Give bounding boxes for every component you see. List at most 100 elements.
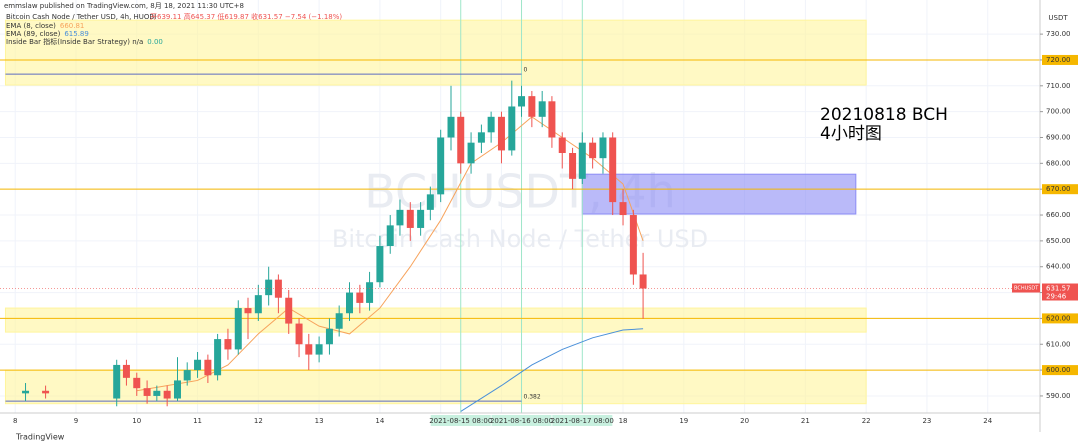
candle-body (426, 194, 434, 210)
indicator-name: Inside Bar 指标(Inside Bar Strategy) n/a (6, 37, 143, 46)
time-label-bg (491, 415, 552, 426)
indicator-value: 0.00 (147, 38, 163, 46)
price-label: 620.00 (1046, 314, 1071, 322)
watermark-sub: Bitcoin Cash Node / Tether USD (332, 225, 708, 253)
currency: USDT (1048, 14, 1068, 22)
indicator-name: EMA (8, close) (6, 22, 56, 30)
candle-body (396, 209, 404, 226)
x-tick-label: 20 (740, 417, 749, 425)
countdown: 29:46 (1046, 293, 1067, 301)
candle-body (113, 364, 121, 399)
y-tick-label: 730.00 (1046, 30, 1071, 38)
ohlc: 开639.11 高645.37 低619.87 收631.57 −7.54 (−… (150, 12, 342, 21)
price-label: 720.00 (1046, 56, 1071, 64)
candle-body (346, 292, 354, 314)
candle-body (133, 377, 141, 389)
candle-body (22, 390, 30, 394)
candle-body (528, 96, 536, 117)
candle-body (305, 344, 313, 355)
candle-body (609, 137, 617, 203)
candle-body (335, 313, 343, 329)
candle-body (285, 297, 293, 324)
symbol-title: Bitcoin Cash Node / Tether USD, 4h, HUOB… (6, 13, 156, 21)
current-price-bg (1042, 283, 1078, 301)
candle-body (578, 142, 586, 179)
candle-body (386, 225, 394, 247)
candle-body (558, 137, 566, 154)
indicator-value: 660.81 (60, 22, 85, 30)
candle-body (325, 328, 333, 345)
ema-line (136, 116, 644, 392)
y-tick-label: 710.00 (1046, 82, 1071, 90)
indicator-name: EMA (89, close) (6, 30, 61, 38)
x-tick-label: 9 (74, 417, 78, 425)
time-label: 2021-08-15 08:00 (429, 417, 492, 425)
x-tick-label: 10 (132, 417, 141, 425)
candle-body (508, 106, 516, 151)
candle-body (619, 202, 627, 216)
candle-body (569, 153, 577, 179)
candle-body (356, 292, 364, 303)
price-label-bg (1042, 365, 1078, 376)
current-symbol: BCHUSDT (1014, 286, 1039, 292)
time-label: 2021-08-16 08:00 (490, 417, 553, 425)
candle-body (366, 282, 374, 303)
x-tick-label: 22 (862, 417, 871, 425)
annotation: 20210818 BCH (820, 105, 948, 125)
current-price: 631.57 (1046, 285, 1071, 293)
x-tick-label: 23 (922, 417, 931, 425)
time-label-bg (552, 415, 613, 426)
candle-body (315, 344, 323, 355)
x-tick-label: 14 (375, 417, 384, 425)
y-tick-label: 650.00 (1046, 237, 1071, 245)
price-label: 670.00 (1046, 185, 1071, 193)
x-tick-label: 11 (193, 417, 202, 425)
candle-body (173, 380, 181, 399)
x-tick-label: 13 (315, 417, 324, 425)
candle-body (639, 274, 647, 289)
candle-body (295, 323, 303, 345)
candle-body (629, 215, 637, 275)
time-label: 2021-08-17 08:00 (551, 417, 614, 425)
candle-body (497, 116, 505, 151)
candle-body (244, 308, 252, 314)
x-tick-label: 12 (254, 417, 263, 425)
zone (4, 19, 867, 86)
candle-body (254, 295, 262, 314)
indicator-value: 615.89 (64, 30, 89, 38)
candle-body (42, 390, 50, 394)
y-tick-label: 690.00 (1046, 133, 1071, 141)
candle-body (457, 116, 465, 164)
price-label-bg (1042, 54, 1078, 65)
fib-label: 0.382 (524, 394, 541, 401)
annotation: 4小时图 (820, 124, 882, 144)
x-tick-label: 24 (983, 417, 992, 425)
candle-body (417, 209, 425, 228)
candle-body (274, 279, 282, 298)
candle-body (122, 364, 130, 378)
zone (4, 307, 867, 333)
x-tick-label: 19 (679, 417, 688, 425)
candle-body (538, 101, 546, 117)
candle-body (194, 359, 202, 371)
y-tick-label: 590.00 (1046, 392, 1071, 400)
candle-body (214, 339, 222, 376)
candle-body (265, 279, 273, 296)
candle-body (376, 246, 384, 283)
candle-body (204, 359, 212, 376)
x-tick-label: 8 (13, 417, 17, 425)
candle-body (447, 116, 455, 138)
price-label-bg (1042, 184, 1078, 195)
time-label-bg (430, 415, 491, 426)
y-tick-label: 680.00 (1046, 159, 1071, 167)
candle-body (487, 116, 495, 133)
current-symbol-bg (1012, 283, 1040, 293)
candle-body (183, 370, 191, 381)
brand: TradingView (15, 433, 65, 442)
ema-line (460, 328, 644, 412)
y-tick-label: 610.00 (1046, 340, 1071, 348)
candle-body (548, 101, 556, 138)
candle-body (437, 137, 445, 195)
y-tick-label: 640.00 (1046, 263, 1071, 271)
